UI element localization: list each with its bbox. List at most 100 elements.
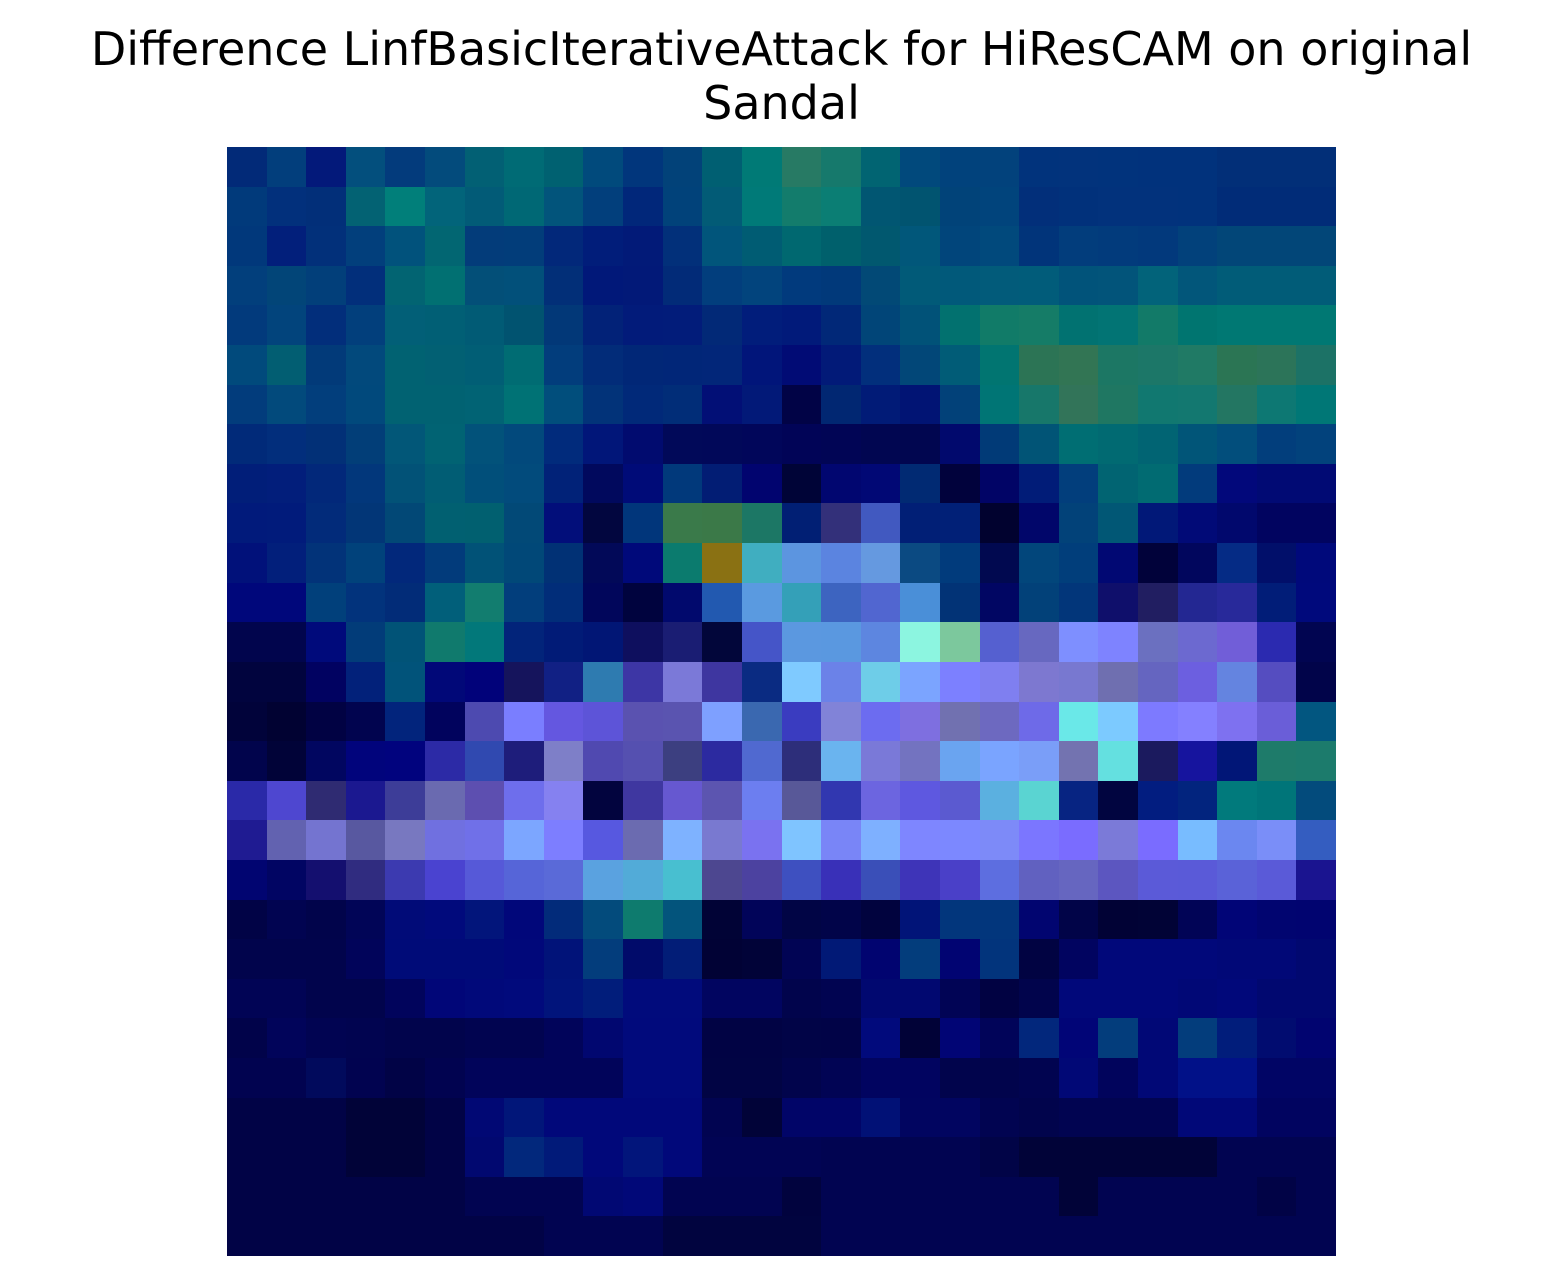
heatmap-cell-r17-c11 xyxy=(663,820,702,860)
heatmap-cell-r21-c18 xyxy=(940,979,980,1018)
heatmap-cell-r18-c11 xyxy=(663,860,702,900)
heatmap-cell-r4-c19 xyxy=(980,305,1019,345)
heatmap-cell-r4-c23 xyxy=(1138,305,1178,345)
heatmap-cell-r20-c5 xyxy=(425,939,465,979)
heatmap-cell-r27-c21 xyxy=(1059,1216,1098,1256)
chart-title-line-1: Difference LinfBasicIterativeAttack for … xyxy=(90,22,1473,76)
heatmap-cell-r23-c14 xyxy=(782,1058,821,1098)
heatmap-cell-r4-c25 xyxy=(1217,305,1257,345)
heatmap-cell-r17-c23 xyxy=(1138,820,1178,860)
heatmap-cell-r18-c23 xyxy=(1138,860,1178,900)
heatmap-cell-r15-c2 xyxy=(306,741,346,781)
heatmap-cell-r10-c27 xyxy=(1296,543,1336,583)
heatmap-cell-r19-c21 xyxy=(1059,900,1098,939)
heatmap-cell-r13-c27 xyxy=(1296,662,1336,702)
heatmap-cell-r1-c12 xyxy=(702,187,742,226)
heatmap-cell-r9-c9 xyxy=(583,503,623,543)
heatmap-cell-r20-c15 xyxy=(821,939,861,979)
heatmap-cell-r17-c25 xyxy=(1217,820,1257,860)
heatmap-cell-r9-c17 xyxy=(900,503,940,543)
heatmap-cell-r12-c24 xyxy=(1178,622,1217,662)
heatmap-cell-r2-c11 xyxy=(663,226,702,266)
heatmap-cell-r16-c16 xyxy=(861,781,900,820)
heatmap-cell-r20-c0 xyxy=(227,939,267,979)
heatmap-cell-r4-c16 xyxy=(861,305,900,345)
heatmap-cell-r11-c21 xyxy=(1059,583,1098,622)
heatmap-cell-r15-c9 xyxy=(583,741,623,781)
heatmap-cell-r21-c27 xyxy=(1296,979,1336,1018)
heatmap-cell-r23-c10 xyxy=(623,1058,663,1098)
heatmap-cell-r15-c13 xyxy=(742,741,782,781)
heatmap-cell-r8-c26 xyxy=(1257,464,1296,503)
heatmap-cell-r18-c20 xyxy=(1019,860,1059,900)
heatmap-cell-r21-c3 xyxy=(346,979,385,1018)
heatmap-cell-r17-c7 xyxy=(504,820,544,860)
heatmap-cell-r3-c27 xyxy=(1296,266,1336,305)
heatmap-cell-r24-c24 xyxy=(1178,1098,1217,1137)
heatmap-cell-r4-c11 xyxy=(663,305,702,345)
heatmap-cell-r13-c24 xyxy=(1178,662,1217,702)
heatmap-cell-r16-c5 xyxy=(425,781,465,820)
heatmap-cell-r16-c24 xyxy=(1178,781,1217,820)
heatmap-cell-r16-c26 xyxy=(1257,781,1296,820)
heatmap-cell-r15-c12 xyxy=(702,741,742,781)
heatmap-cell-r22-c16 xyxy=(861,1018,900,1058)
heatmap-cell-r5-c10 xyxy=(623,345,663,385)
heatmap-cell-r14-c19 xyxy=(980,702,1019,741)
heatmap-cell-r24-c20 xyxy=(1019,1098,1059,1137)
heatmap-cell-r0-c4 xyxy=(385,147,425,187)
heatmap-cell-r9-c27 xyxy=(1296,503,1336,543)
heatmap-cell-r12-c7 xyxy=(504,622,544,662)
heatmap-cell-r17-c3 xyxy=(346,820,385,860)
heatmap-cell-r10-c21 xyxy=(1059,543,1098,583)
heatmap-cell-r5-c3 xyxy=(346,345,385,385)
heatmap-cell-r6-c18 xyxy=(940,385,980,424)
heatmap-cell-r20-c13 xyxy=(742,939,782,979)
heatmap-cell-r27-c4 xyxy=(385,1216,425,1256)
heatmap-cell-r22-c4 xyxy=(385,1018,425,1058)
heatmap-cell-r12-c9 xyxy=(583,622,623,662)
heatmap-cell-r18-c2 xyxy=(306,860,346,900)
heatmap-cell-r5-c5 xyxy=(425,345,465,385)
heatmap-cell-r8-c13 xyxy=(742,464,782,503)
heatmap-cell-r27-c9 xyxy=(583,1216,623,1256)
heatmap-cell-r27-c11 xyxy=(663,1216,702,1256)
heatmap-cell-r8-c11 xyxy=(663,464,702,503)
heatmap-cell-r2-c0 xyxy=(227,226,267,266)
heatmap-cell-r9-c0 xyxy=(227,503,267,543)
heatmap-cell-r5-c4 xyxy=(385,345,425,385)
heatmap-cell-r0-c14 xyxy=(782,147,821,187)
heatmap-cell-r9-c5 xyxy=(425,503,465,543)
heatmap-cell-r13-c5 xyxy=(425,662,465,702)
heatmap-cell-r23-c19 xyxy=(980,1058,1019,1098)
heatmap-cell-r16-c9 xyxy=(583,781,623,820)
heatmap-cell-r23-c8 xyxy=(544,1058,583,1098)
heatmap-cell-r19-c12 xyxy=(702,900,742,939)
heatmap-cell-r4-c20 xyxy=(1019,305,1059,345)
heatmap-cell-r2-c16 xyxy=(861,226,900,266)
heatmap-cell-r8-c21 xyxy=(1059,464,1098,503)
heatmap-cell-r17-c8 xyxy=(544,820,583,860)
heatmap-cell-r6-c6 xyxy=(465,385,504,424)
heatmap-cell-r14-c15 xyxy=(821,702,861,741)
heatmap-cell-r7-c9 xyxy=(583,424,623,464)
heatmap-cell-r27-c0 xyxy=(227,1216,267,1256)
heatmap-cell-r16-c13 xyxy=(742,781,782,820)
heatmap-cell-r15-c15 xyxy=(821,741,861,781)
heatmap-cell-r0-c10 xyxy=(623,147,663,187)
heatmap-cell-r25-c16 xyxy=(861,1137,900,1177)
heatmap-cell-r1-c5 xyxy=(425,187,465,226)
heatmap-cell-r24-c12 xyxy=(702,1098,742,1137)
heatmap-cell-r16-c20 xyxy=(1019,781,1059,820)
heatmap-cell-r22-c21 xyxy=(1059,1018,1098,1058)
heatmap-cell-r25-c3 xyxy=(346,1137,385,1177)
heatmap-cell-r6-c19 xyxy=(980,385,1019,424)
heatmap-cell-r26-c20 xyxy=(1019,1177,1059,1216)
heatmap-cell-r3-c4 xyxy=(385,266,425,305)
heatmap-cell-r12-c23 xyxy=(1138,622,1178,662)
heatmap-cell-r1-c2 xyxy=(306,187,346,226)
heatmap-cell-r17-c21 xyxy=(1059,820,1098,860)
heatmap-cell-r22-c27 xyxy=(1296,1018,1336,1058)
heatmap-cell-r3-c9 xyxy=(583,266,623,305)
heatmap-cell-r19-c19 xyxy=(980,900,1019,939)
